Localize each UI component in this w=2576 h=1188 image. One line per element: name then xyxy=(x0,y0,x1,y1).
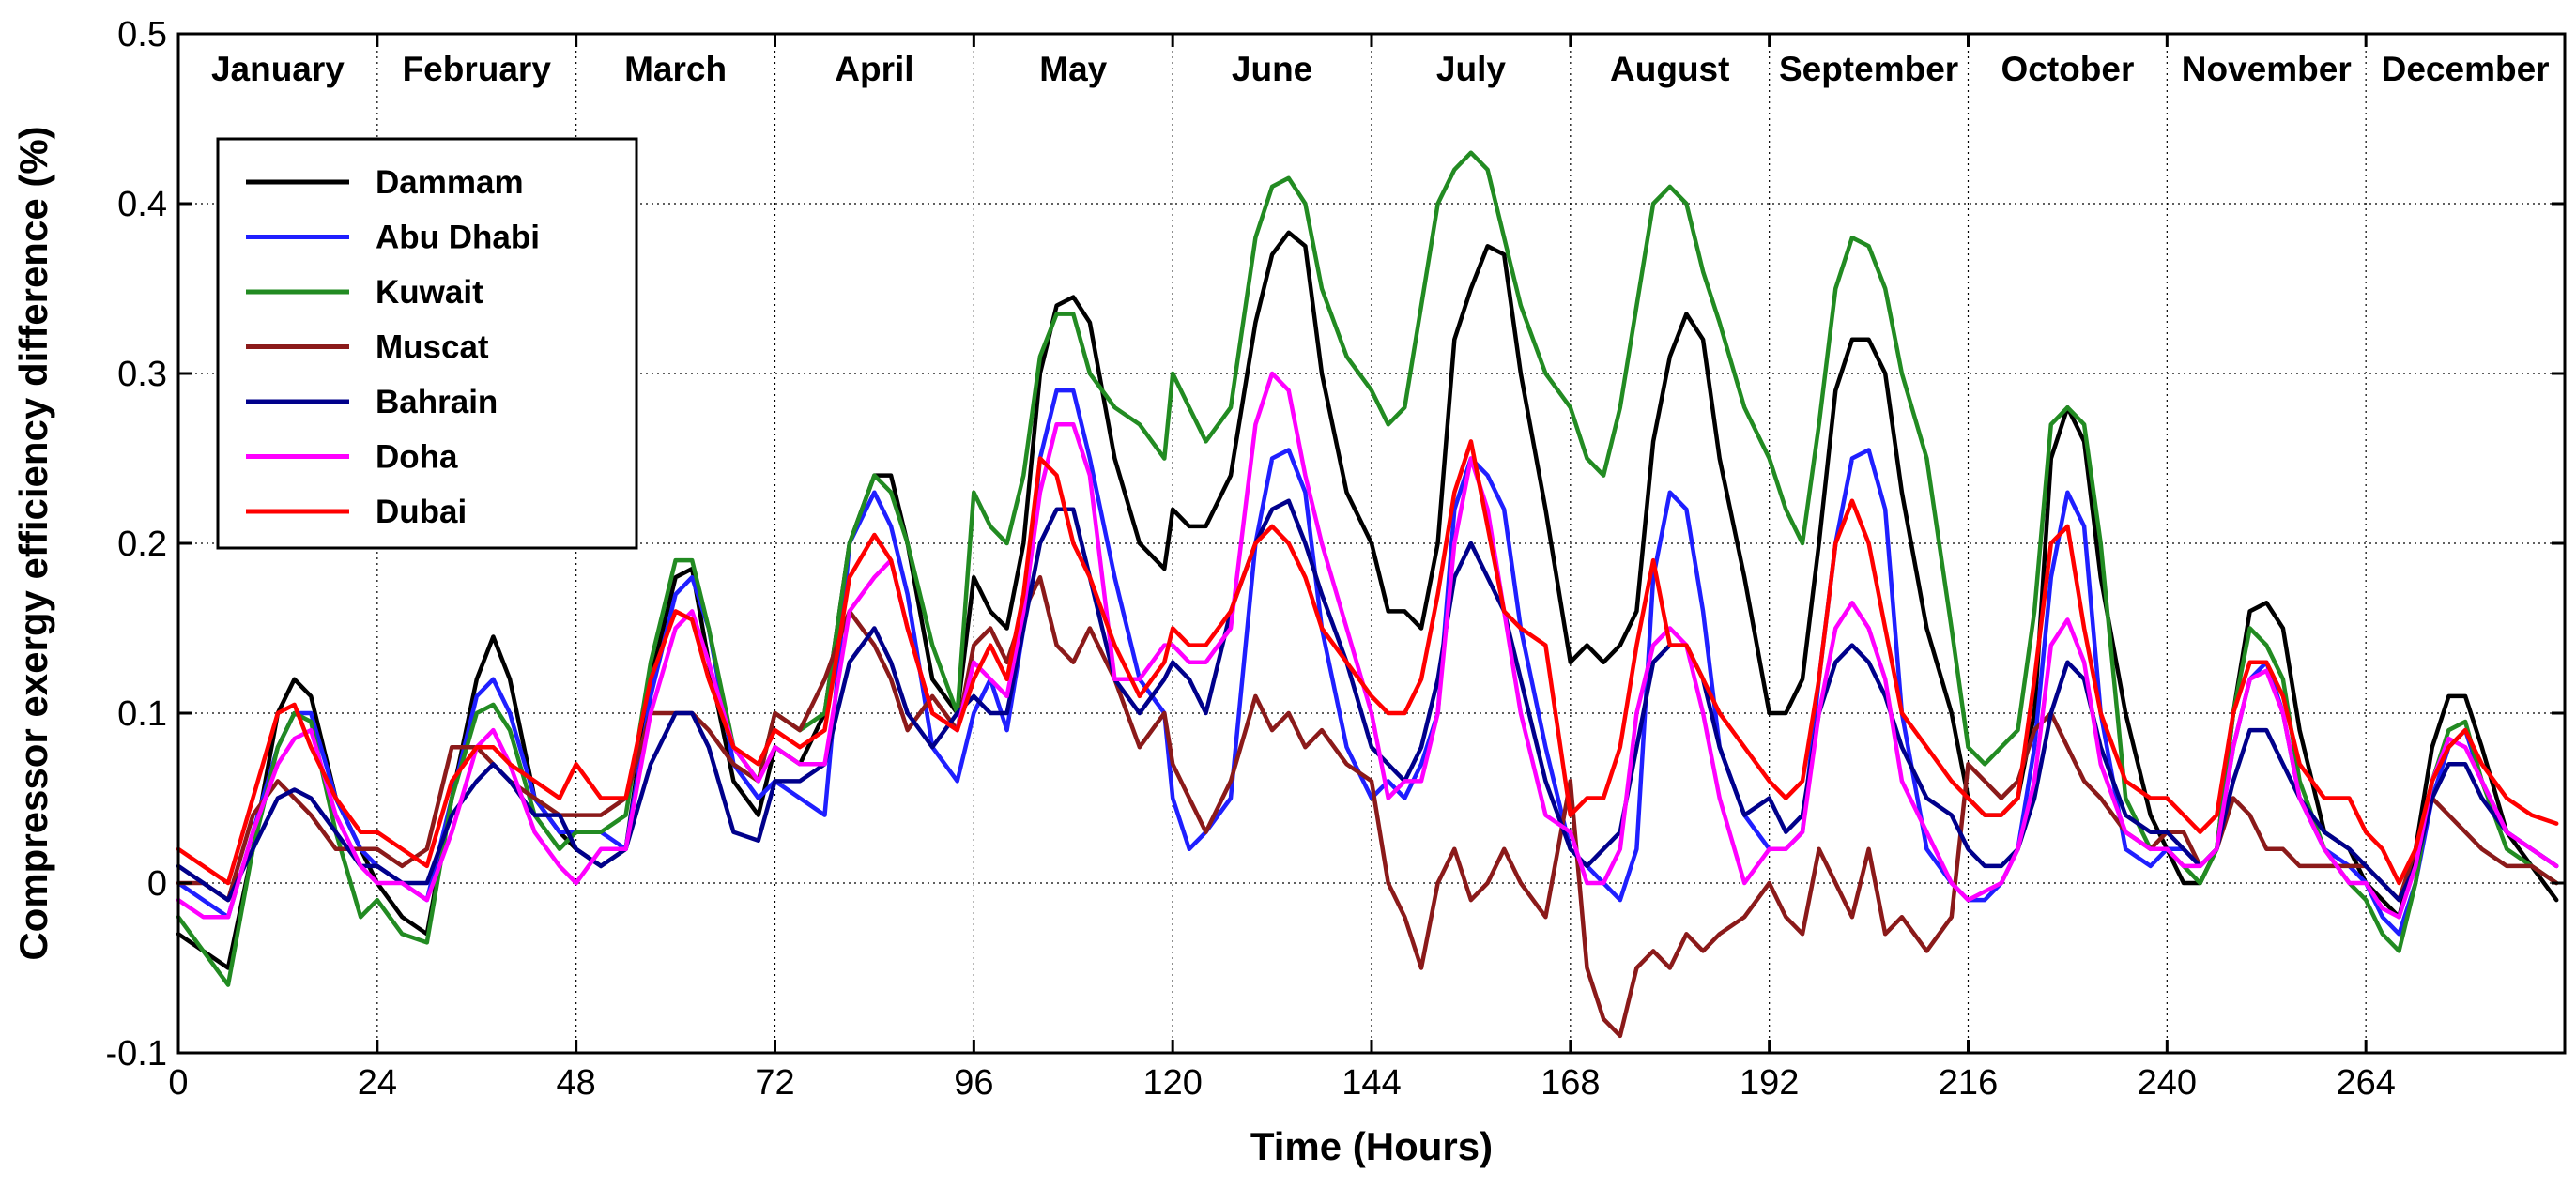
x-tick-label: 72 xyxy=(755,1063,794,1103)
legend-label: Bahrain xyxy=(376,384,498,420)
axis-ticks: -0.100.10.20.30.40.50 24 48 72 96 120 144 168 19… xyxy=(106,15,2565,1103)
x-tick-label: 264 xyxy=(2336,1063,2395,1103)
month-label: May xyxy=(1039,50,1107,88)
series-line-doha xyxy=(176,371,2559,920)
x-axis-title: Time (Hours) xyxy=(1250,1124,1493,1168)
month-label: October xyxy=(2001,50,2134,88)
month-label: December xyxy=(2382,50,2550,88)
y-tick-label: 0.3 xyxy=(117,355,167,394)
month-label: July xyxy=(1436,50,1506,88)
series-line-bahrain xyxy=(176,498,2559,903)
month-label: November xyxy=(2182,50,2352,88)
x-tick-label: 24 xyxy=(358,1063,397,1103)
y-axis-title: Compressor exergy efficiency difference … xyxy=(11,126,55,960)
x-tick-label: 144 xyxy=(1342,1063,1401,1103)
x-tick-label: 216 xyxy=(1939,1063,1998,1103)
y-tick-label: 0.5 xyxy=(117,15,167,54)
month-label: April xyxy=(835,50,913,88)
legend-label: Dammam xyxy=(376,164,524,201)
x-tick-label: 168 xyxy=(1541,1063,1600,1103)
month-label: February xyxy=(403,50,552,88)
legend-label: Abu Dhabi xyxy=(376,220,540,256)
month-label: June xyxy=(1232,50,1312,88)
x-tick-label: 240 xyxy=(2138,1063,2197,1103)
series-group xyxy=(176,150,2559,1039)
y-tick-label: 0.1 xyxy=(117,694,167,734)
month-labels: January February March April May June July Augu… xyxy=(211,50,2550,88)
legend-label: Dubai xyxy=(376,494,467,530)
legend-label: Kuwait xyxy=(376,274,483,311)
grid-lines xyxy=(178,34,2565,1053)
x-tick-label: 96 xyxy=(954,1063,993,1103)
series-line-dubai xyxy=(176,439,2559,886)
x-tick-label: 120 xyxy=(1142,1063,1202,1103)
x-tick-label: 0 xyxy=(168,1063,188,1103)
legend-box xyxy=(216,137,638,550)
legend: Dammam Abu Dhabi Kuwait Muscat Bahrain Doha Du… xyxy=(216,137,638,550)
x-tick-label: 192 xyxy=(1740,1063,1799,1103)
month-label: August xyxy=(1610,50,1729,88)
month-label: March xyxy=(624,50,727,88)
month-label: September xyxy=(1779,50,1958,88)
series-line-muscat xyxy=(176,574,2559,1039)
x-tick-label: 48 xyxy=(557,1063,596,1103)
y-tick-label: 0.4 xyxy=(117,185,167,224)
y-tick-label: 0.2 xyxy=(117,525,167,564)
legend-label: Doha xyxy=(376,439,458,476)
legend-label: Muscat xyxy=(376,329,489,366)
y-tick-label: 0 xyxy=(147,864,167,904)
y-tick-label: -0.1 xyxy=(106,1034,167,1074)
month-label: January xyxy=(211,50,345,88)
